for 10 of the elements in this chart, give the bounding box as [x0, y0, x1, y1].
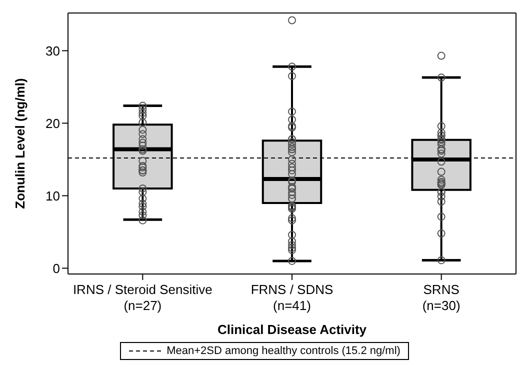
y-tick-label: 20 [46, 116, 60, 131]
legend-label: Mean+2SD among healthy controls (15.2 ng/ml) [166, 345, 400, 357]
y-tick-label: 0 [52, 260, 60, 276]
x-tick-label: FRNS / SDNS (n=41) [250, 282, 334, 313]
x-axis-title: Clinical Disease Activity [217, 322, 368, 337]
x-tick-label: SRNS (n=30) [422, 282, 460, 313]
y-tick-label: 10 [46, 188, 60, 204]
y-axis-title: Zonulin Level (ng/ml) [12, 78, 28, 209]
x-tick-label: IRNS / Steroid Sensitive (n=27) [72, 282, 212, 313]
y-tick-label: 30 [46, 43, 60, 58]
